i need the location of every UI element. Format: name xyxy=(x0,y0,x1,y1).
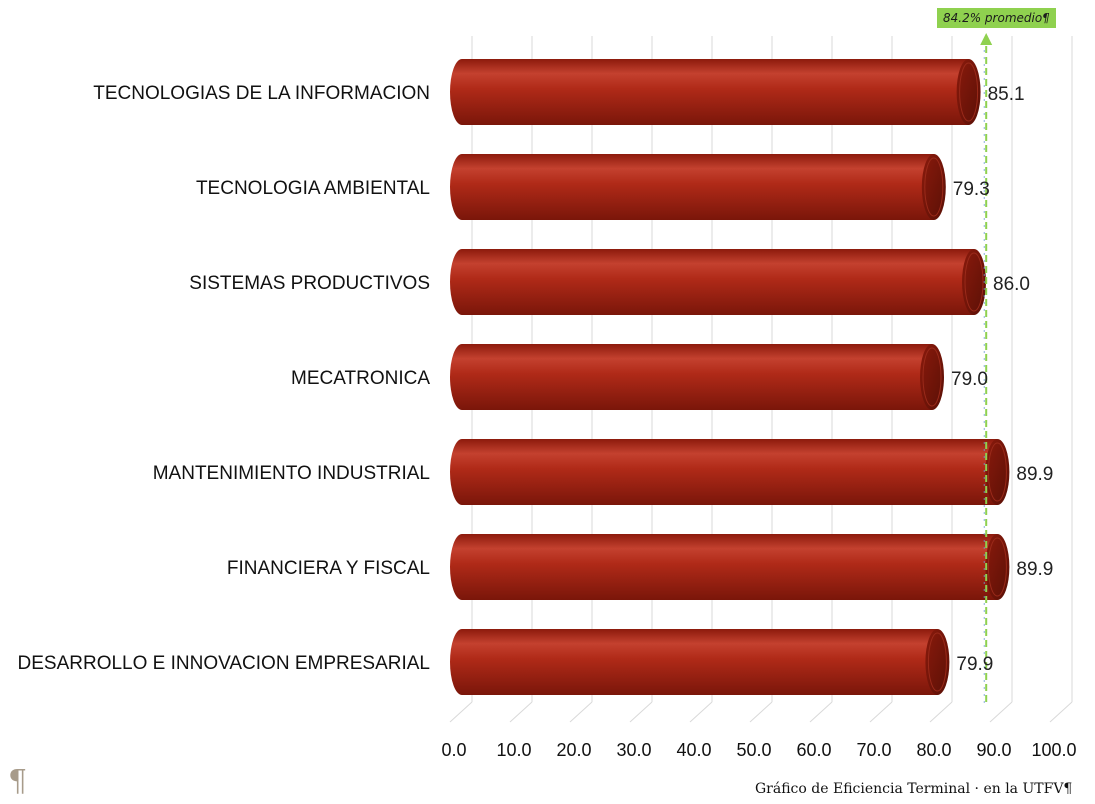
x-tick-label: 80.0 xyxy=(916,740,951,760)
bar-cap-rim xyxy=(987,537,1007,597)
floor-gridline xyxy=(929,701,953,723)
x-tick-label: 0.0 xyxy=(441,740,466,760)
bar xyxy=(450,59,981,125)
bar-cap xyxy=(956,59,981,125)
bar-cap-rim xyxy=(927,632,947,692)
value-label: 89.9 xyxy=(1016,559,1053,580)
category-label: TECNOLOGIAS DE LA INFORMACION xyxy=(93,83,430,104)
bar-body xyxy=(450,534,998,600)
value-label: 85.1 xyxy=(988,84,1025,105)
category-label: FINANCIERA Y FISCAL xyxy=(227,558,430,579)
bar-body xyxy=(450,344,932,410)
category-label: MANTENIMIENTO INDUSTRIAL xyxy=(153,463,430,484)
value-label: 89.9 xyxy=(1016,464,1053,485)
category-label: SISTEMAS PRODUCTIVOS xyxy=(189,273,430,294)
value-label: 79.3 xyxy=(953,179,990,200)
bar-cap xyxy=(920,344,944,410)
bar-cap-rim xyxy=(964,252,984,312)
floor-gridline xyxy=(749,701,773,723)
x-tick-label: 90.0 xyxy=(976,740,1011,760)
bar-cap xyxy=(985,534,1010,600)
x-tick-label: 40.0 xyxy=(676,740,711,760)
category-label: MECATRONICA xyxy=(291,368,430,389)
bar xyxy=(450,439,1010,505)
bar-cap xyxy=(985,439,1010,505)
floor-gridline xyxy=(809,701,833,723)
bar-cap xyxy=(962,249,986,315)
floor-gridline xyxy=(1049,701,1073,723)
bar-body xyxy=(450,439,998,505)
floor-gridline xyxy=(569,701,593,723)
bar xyxy=(450,249,986,315)
floor-gridline xyxy=(509,701,533,723)
x-tick-label: 10.0 xyxy=(496,740,531,760)
floor-gridline xyxy=(989,701,1013,723)
category-label: DESARROLLO E INNOVACION EMPRESARIAL xyxy=(18,653,430,674)
bar xyxy=(450,154,946,220)
x-tick-label: 100.0 xyxy=(1031,740,1076,760)
floor-gridline xyxy=(629,701,653,723)
bar xyxy=(450,534,1010,600)
bar-cap xyxy=(921,154,946,220)
chart-caption: Gráfico de Eficiencia Terminal · en la U… xyxy=(755,781,1073,797)
x-tick-label: 50.0 xyxy=(736,740,771,760)
average-line xyxy=(980,33,993,706)
floor-gridline xyxy=(689,701,713,723)
bars xyxy=(450,59,1010,695)
average-arrow-icon xyxy=(980,33,993,45)
bar xyxy=(450,629,950,695)
bar-cap-rim xyxy=(959,62,979,122)
value-label: 79.0 xyxy=(951,369,988,390)
bar-cap xyxy=(925,629,950,695)
average-label: 84.2% promedio¶ xyxy=(937,8,1056,28)
x-tick-label: 30.0 xyxy=(616,740,651,760)
bar-body xyxy=(450,629,938,695)
bar-body xyxy=(450,154,934,220)
bar-cap-rim xyxy=(922,347,942,407)
pilcrow-mark: ¶ xyxy=(8,764,28,799)
x-tick-label: 60.0 xyxy=(796,740,831,760)
value-label: 86.0 xyxy=(993,274,1030,295)
bar-cap-rim xyxy=(924,157,944,217)
floor-gridline xyxy=(869,701,893,723)
labels: 0.0 10.0 20.0 30.0 40.0 50.0 60.0 70.0 80.0 90.0 1… xyxy=(18,83,1077,760)
value-label: 79.9 xyxy=(956,654,993,675)
x-tick-label: 70.0 xyxy=(856,740,891,760)
category-label: TECNOLOGIA AMBIENTAL xyxy=(196,178,430,199)
x-tick-label: 20.0 xyxy=(556,740,591,760)
bar-body xyxy=(450,59,969,125)
bar xyxy=(450,344,944,410)
bar-body xyxy=(450,249,974,315)
bar-cap-rim xyxy=(987,442,1007,502)
floor-gridline xyxy=(449,701,473,723)
